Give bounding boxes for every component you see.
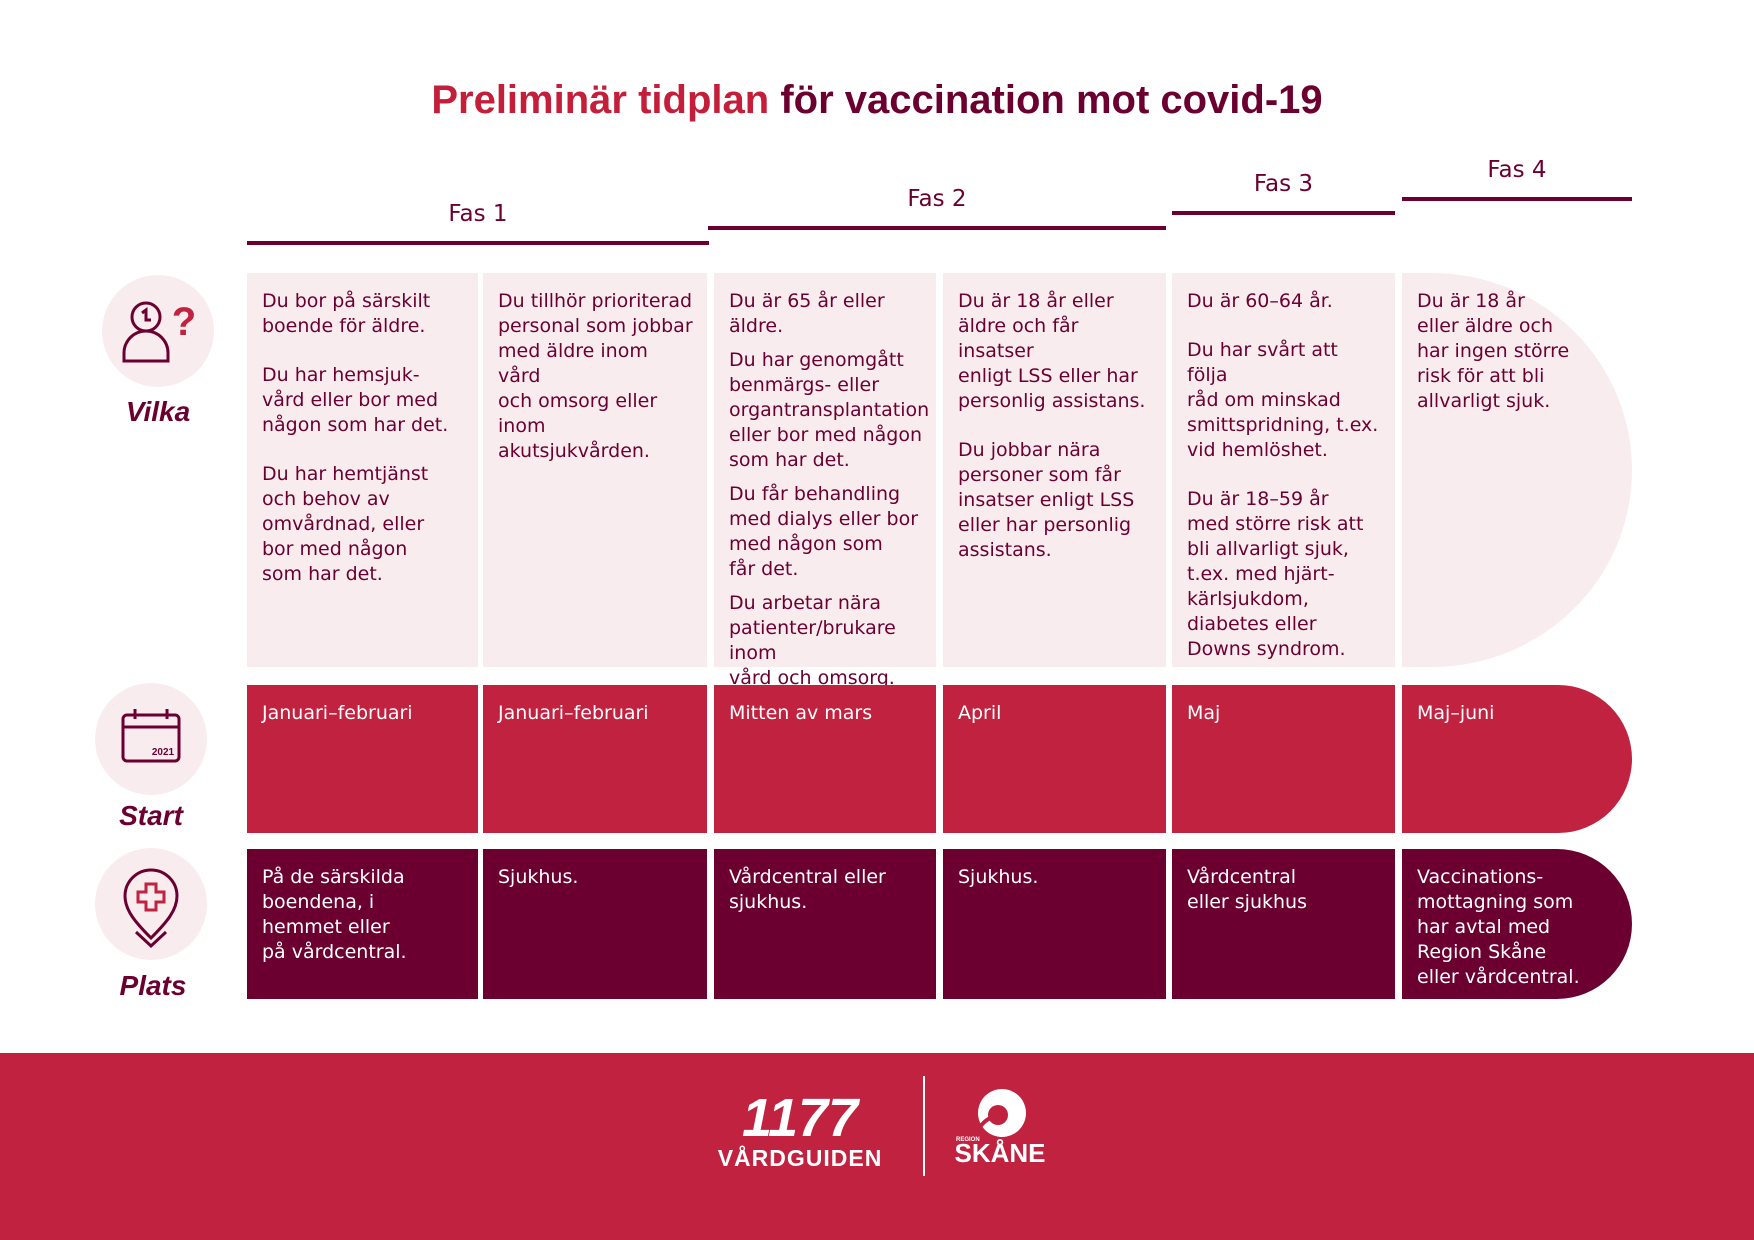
row-label: Vilka (125, 396, 191, 427)
criteria-cell: Du tillhör prioriterad personal som jobb… (483, 273, 707, 667)
row-label: Start (119, 800, 183, 831)
criteria-text: Du är 18–59 år med större risk att bli a… (1187, 488, 1364, 660)
criteria-text: Du har hemsjuk- vård eller bor med någon… (262, 364, 449, 436)
logo-number: 1177 (741, 1088, 859, 1148)
plats-cell: På de särskilda boendena, i hemmet eller… (247, 849, 478, 999)
logo-1177: 1177 VÅRDGUIDEN (700, 1091, 900, 1172)
phase-line (1402, 197, 1632, 201)
svg-text:?: ? (172, 300, 196, 344)
criteria-cell: Du är 18 år eller äldre och har ingen st… (1402, 273, 1632, 667)
plats-cell: Vårdcentral eller sjukhus. (714, 849, 936, 999)
plats-cell: Vaccinations- mottagning som har avtal m… (1402, 849, 1632, 999)
plats-cell: Vårdcentral eller sjukhus (1172, 849, 1395, 999)
phase-label: Fas 3 (1253, 171, 1314, 197)
who-icon: ? (102, 275, 214, 387)
row-label: Plats (119, 970, 187, 1001)
phase-label: Fas 1 (448, 201, 508, 227)
who-icon-svg: ? (122, 300, 196, 363)
footer: 1177 VÅRDGUIDEN REGION SKÅNE (0, 1053, 1754, 1240)
criteria-text: Du är 18 år eller äldre och har ingen st… (1417, 290, 1570, 412)
start-cell: Januari–februari (247, 685, 478, 833)
criteria-text: Du får behandling med dialys eller bor m… (729, 483, 919, 580)
place-icon (95, 848, 207, 960)
skane-mark (978, 1089, 1026, 1137)
criteria-text: Du är 60–64 år. (1187, 290, 1333, 312)
criteria-text: Du tillhör prioriterad personal som jobb… (498, 290, 693, 462)
criteria-cell: Du är 65 år eller äldre. Du har genomgått… (714, 273, 936, 689)
logo-text: VÅRDGUIDEN (717, 1145, 883, 1171)
start-cell: Maj–juni (1402, 685, 1632, 833)
logo-text: SKÅNE (954, 1138, 1046, 1168)
logo-small: REGION (956, 1137, 980, 1143)
place-icon-svg (123, 868, 179, 949)
plats-cell: Sjukhus. (483, 849, 707, 999)
criteria-text: Du är 18 år eller äldre och får insatser… (958, 290, 1146, 412)
criteria-text: Du jobbar nära personer som får insatser… (958, 439, 1135, 561)
criteria-text: Du bor på särskilt boende för äldre. (262, 290, 431, 337)
plats-cell: Sjukhus. (943, 849, 1166, 999)
criteria-text: Du har svårt att följa råd om minskad sm… (1187, 339, 1379, 461)
start-cell: April (943, 685, 1166, 833)
criteria-cell: Du är 18 år eller äldre och får insatser… (943, 273, 1166, 667)
start-cell: Mitten av mars (714, 685, 936, 833)
logo-skane: REGION SKÅNE (950, 1087, 1050, 1167)
calendar-year: 2021 (152, 747, 175, 758)
title-rest: för vaccination mot covid-19 (780, 78, 1323, 122)
start-cell: Maj (1172, 685, 1395, 833)
criteria-text: Du är 65 år eller äldre. (729, 290, 885, 337)
divider (923, 1076, 925, 1176)
phase-label: Fas 2 (907, 186, 967, 212)
criteria-text: Du arbetar nära patienter/brukare inom v… (729, 592, 896, 689)
title: Preliminär tidplan för vaccination mot c… (0, 78, 1754, 123)
phase-line (1172, 211, 1395, 215)
criteria-text: Du har hemtjänst och behov av omvårdnad,… (262, 463, 429, 585)
criteria-cell: Du bor på särskilt boende för äldre. Du h… (247, 273, 478, 667)
start-cell: Januari–februari (483, 685, 707, 833)
phase-label: Fas 4 (1487, 157, 1547, 183)
title-highlight: Preliminär tidplan (431, 78, 770, 122)
criteria-text: Du har genomgått benmärgs- eller organtr… (729, 349, 930, 471)
calendar-icon: 2021 (95, 683, 207, 795)
phase-line (708, 226, 1166, 230)
phase-line (247, 241, 709, 245)
criteria-cell: Du är 60–64 år. Du har svårt att följa rå… (1172, 273, 1395, 667)
calendar-icon-svg: 2021 (121, 709, 181, 763)
